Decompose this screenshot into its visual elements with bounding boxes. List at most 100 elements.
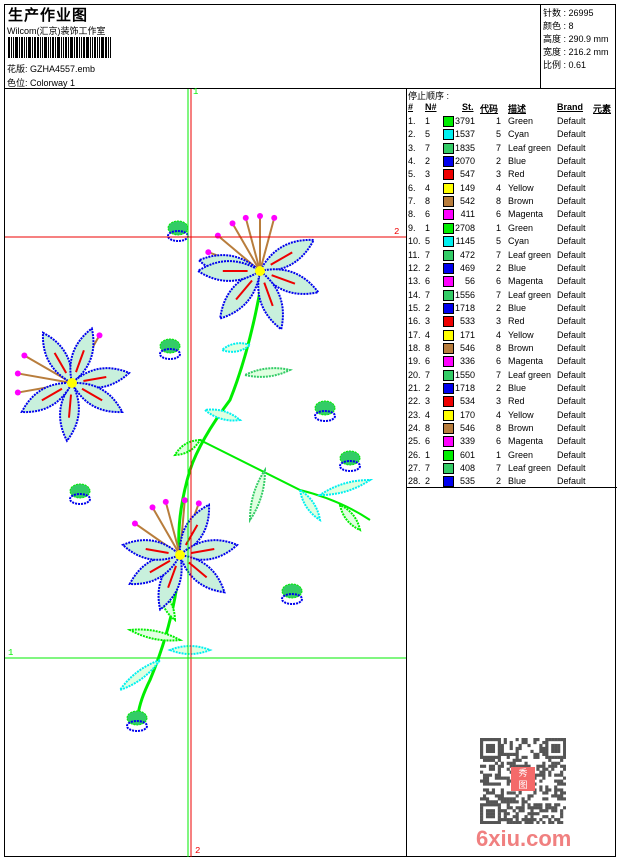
row-needle: 3 [425, 169, 431, 180]
company-name: Wilcom(汇京)装饰工作室 [7, 26, 106, 36]
row-index: 19. [408, 356, 421, 367]
row-index: 7. [408, 196, 416, 207]
row-code: 2 [495, 302, 501, 313]
table-row: 24. 8 546 8 Brown Default [407, 422, 616, 435]
row-code: 5 [495, 129, 501, 140]
bud [69, 493, 91, 505]
row-stitches: 336 [459, 356, 475, 367]
design-width: 宽度 : 216.2 mm [543, 47, 609, 57]
row-needle: 8 [425, 423, 431, 434]
stop-sequence-title: 停止顺序 : [408, 91, 450, 101]
row-index: 22. [408, 396, 421, 407]
table-row: 6. 4 149 4 Yellow Default [407, 182, 616, 195]
row-needle: 6 [425, 436, 431, 447]
leaf [202, 408, 243, 422]
row-brand: Default [557, 342, 586, 353]
color-swatch [443, 276, 454, 288]
flower-center [67, 378, 77, 388]
stamen-tip [14, 370, 21, 377]
stamen-tip [229, 220, 236, 227]
design-height: 高度 : 290.9 mm [543, 34, 609, 44]
row-stitches: 2708 [454, 222, 475, 233]
row-brand: Default [557, 396, 586, 407]
row-description: Cyan [508, 129, 530, 140]
row-description: Leaf green [508, 289, 552, 300]
row-stitches: 56 [464, 276, 475, 287]
design-value: GZHA4557.emb [30, 64, 96, 74]
color-swatch [443, 463, 454, 475]
row-code: 7 [495, 249, 501, 260]
color-swatch [443, 209, 454, 221]
table-row: 3. 7 1835 7 Leaf green Default [407, 142, 616, 155]
row-stitches: 546 [459, 342, 475, 353]
row-code: 3 [495, 316, 501, 327]
stamen [231, 222, 261, 272]
row-index: 17. [408, 329, 421, 340]
row-index: 28. [408, 476, 421, 487]
row-needle: 2 [425, 383, 431, 393]
table-row: 5. 3 547 3 Red Default [407, 168, 616, 181]
stem [199, 439, 371, 521]
row-index: 24. [408, 423, 421, 434]
row-description: Red [508, 169, 525, 180]
bud [314, 410, 336, 422]
row-code: 3 [495, 396, 501, 407]
petal-vein [53, 352, 68, 374]
row-brand: Default [557, 329, 586, 340]
row-stitches: 534 [459, 396, 475, 407]
row-brand: Default [557, 369, 586, 380]
row-index: 6. [408, 182, 416, 193]
petal-vein [75, 349, 85, 373]
row-description: Leaf green [508, 142, 552, 153]
row-stitches: 171 [459, 329, 475, 340]
color-swatch [443, 116, 454, 127]
row-description: Leaf green [508, 463, 552, 474]
col-header-brand: Brand [557, 102, 584, 112]
row-description: Cyan [508, 236, 530, 247]
row-index: 3. [408, 142, 416, 153]
color-swatch [443, 383, 454, 394]
row-stitches: 1550 [454, 369, 475, 380]
table-row: 1. 1 3791 1 Green Default [407, 115, 616, 128]
table-row: 20. 7 1550 7 Leaf green Default [407, 369, 616, 382]
color-swatch [443, 316, 454, 328]
guide-label: 2 [195, 846, 201, 856]
table-row: 27. 7 408 7 Leaf green Default [407, 462, 616, 475]
row-index: 26. [408, 449, 421, 460]
petal-vein [145, 547, 169, 554]
stamen-tip [149, 504, 156, 511]
guide-label: 1 [193, 87, 199, 97]
row-needle: 2 [425, 262, 431, 273]
row-description: Green [508, 116, 534, 126]
color-swatch [443, 329, 454, 341]
stamen-tip [14, 389, 21, 396]
stamen-tip [214, 232, 221, 239]
stamen-tip [162, 498, 169, 505]
row-brand: Default [557, 236, 586, 247]
stamen-tip [96, 332, 103, 339]
row-brand: Default [557, 222, 586, 233]
colorway-label: 色位: [7, 78, 28, 88]
table-row: 16. 3 533 3 Red Default [407, 315, 616, 328]
row-description: Brown [508, 423, 534, 434]
table-row: 14. 7 1556 7 Leaf green Default [407, 289, 616, 302]
table-row: 18. 8 546 8 Brown Default [407, 342, 616, 355]
row-description: Leaf green [508, 369, 552, 380]
row-description: Brown [508, 342, 534, 353]
row-code: 5 [495, 236, 501, 247]
row-brand: Default [557, 463, 586, 474]
row-needle: 6 [425, 209, 431, 220]
row-index: 15. [408, 302, 421, 313]
petal-vein [81, 387, 103, 402]
color-swatch [443, 262, 454, 274]
row-description: Leaf green [508, 249, 552, 260]
bud [126, 720, 148, 732]
row-code: 2 [495, 476, 501, 487]
row-index: 27. [408, 463, 421, 474]
row-code: 6 [495, 436, 501, 447]
guide-label: 1 [8, 648, 14, 658]
row-stitches: 170 [459, 409, 475, 420]
row-description: Green [508, 449, 534, 460]
row-needle: 5 [425, 129, 431, 140]
row-brand: Default [557, 182, 586, 193]
